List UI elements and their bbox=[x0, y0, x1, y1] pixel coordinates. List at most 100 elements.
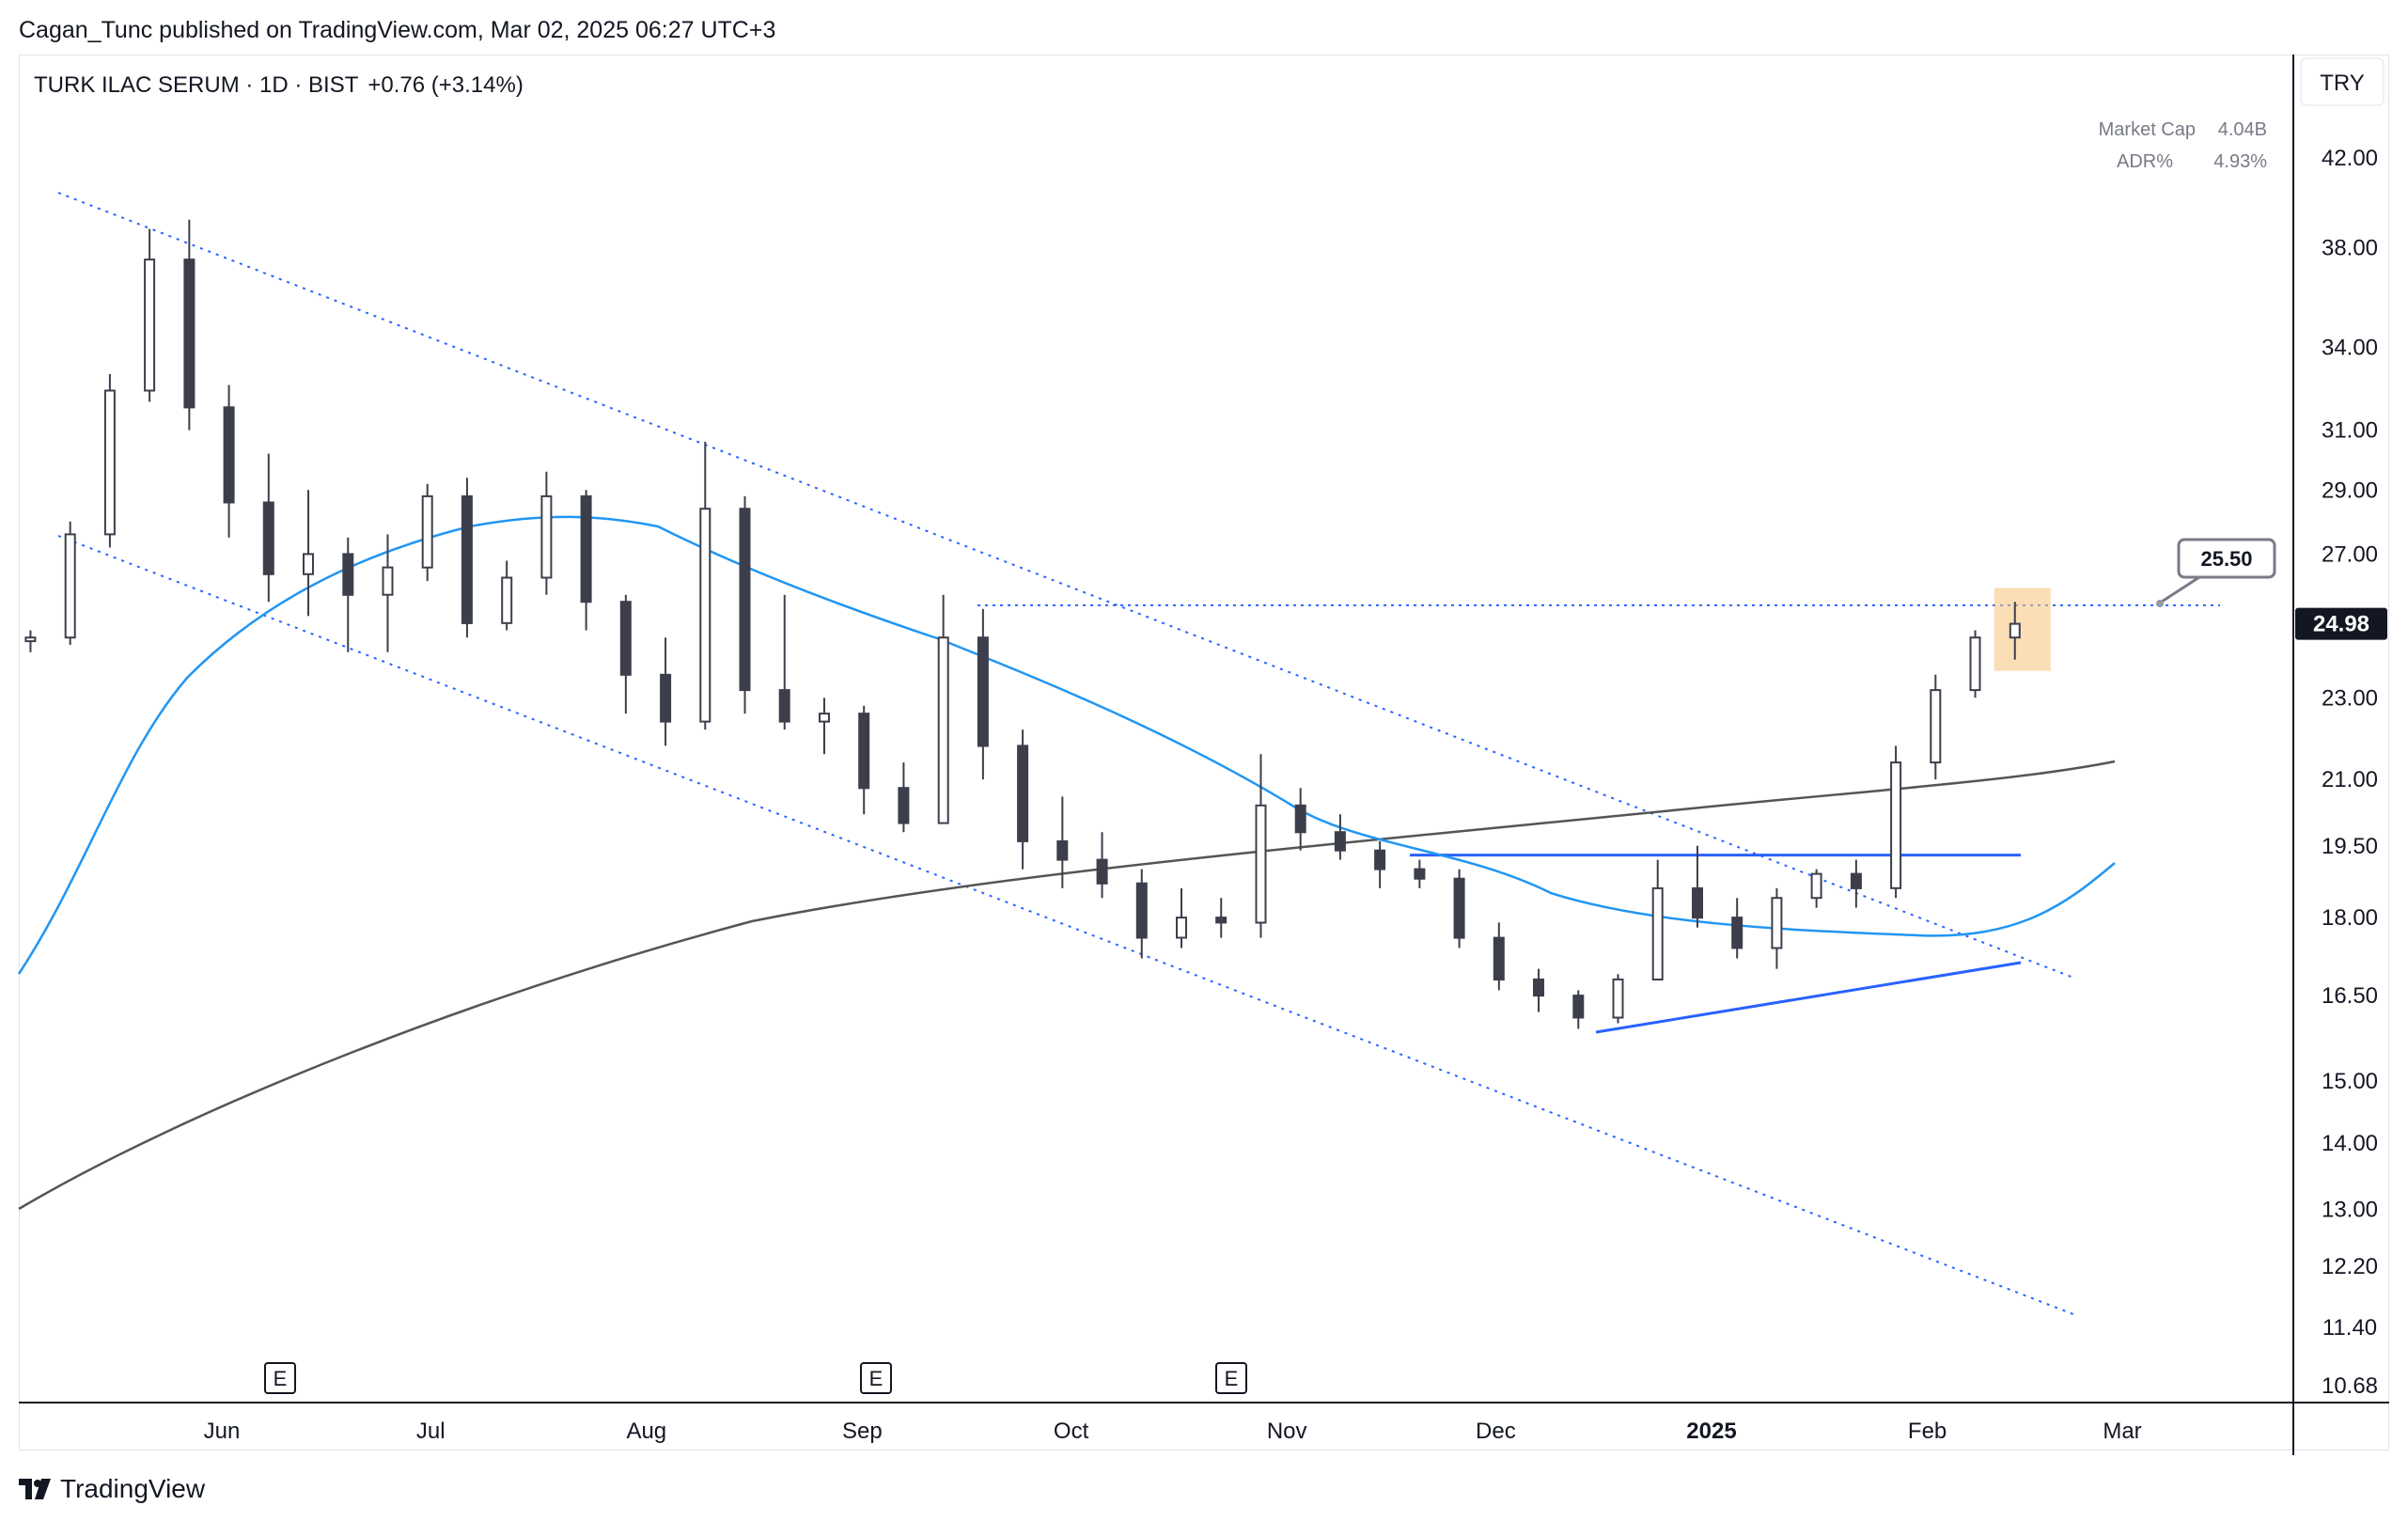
time-tick-label: Feb bbox=[1908, 1419, 1947, 1444]
price-tick-label: 27.00 bbox=[2322, 541, 2378, 567]
stat-label-market-cap: Market Cap bbox=[2099, 119, 2196, 140]
candle-body bbox=[2009, 622, 2021, 639]
candle-body bbox=[1890, 761, 1902, 889]
candle-body bbox=[461, 494, 473, 624]
candle-body bbox=[898, 787, 910, 824]
candle-body bbox=[580, 494, 592, 604]
time-tick-label: Nov bbox=[1267, 1419, 1307, 1444]
candle-body bbox=[1731, 917, 1743, 949]
candle-body bbox=[819, 713, 830, 723]
candle-body bbox=[183, 259, 195, 409]
price-tick-label: 12.20 bbox=[2322, 1254, 2378, 1279]
candle-body bbox=[421, 494, 433, 569]
time-tick-label: Sep bbox=[842, 1419, 883, 1444]
currency-label: TRY bbox=[2320, 71, 2365, 96]
candle-body bbox=[1612, 978, 1624, 1019]
annotation-price-text: 25.50 bbox=[2200, 547, 2252, 571]
earnings-marker bbox=[1215, 1362, 1247, 1394]
candle-body bbox=[1334, 831, 1346, 852]
price-tick-label: 11.40 bbox=[2322, 1315, 2377, 1341]
time-scale[interactable]: Jun Jul Aug Sep Oct Nov Dec 2025 Feb Mar bbox=[204, 1419, 2142, 1444]
highlight-box bbox=[1994, 588, 2051, 671]
ma50-line bbox=[17, 515, 2116, 975]
stat-label-adr: ADR% bbox=[2117, 151, 2173, 172]
candle-body bbox=[342, 553, 354, 596]
time-tick-label: Aug bbox=[626, 1419, 666, 1444]
time-tick-label: 2025 bbox=[1686, 1419, 1736, 1444]
price-tick-label: 34.00 bbox=[2322, 336, 2378, 361]
currency-button[interactable]: TRY bbox=[2300, 57, 2385, 106]
price-tick-label: 23.00 bbox=[2322, 685, 2378, 711]
stats-panel: Market Cap 4.04B ADR% 4.93% bbox=[2099, 119, 2268, 172]
ma200-line bbox=[18, 760, 2116, 1211]
earnings-marker-label: E bbox=[274, 1367, 288, 1390]
candle-body bbox=[262, 501, 274, 575]
candle-body bbox=[858, 713, 870, 790]
support-trendline bbox=[1595, 961, 2022, 1034]
symbol-legend[interactable]: TURK ILAC SERUM · 1D · BIST +0.76 (+3.14%… bbox=[34, 72, 524, 98]
candle-body bbox=[1056, 839, 1069, 861]
candle-body bbox=[699, 508, 711, 723]
price-tick-label: 31.00 bbox=[2322, 418, 2378, 444]
candle-body bbox=[1374, 849, 1386, 870]
publisher-line: Cagan_Tunc published on TradingView.com,… bbox=[19, 17, 776, 43]
candle-body bbox=[1215, 917, 1227, 924]
tradingview-logo[interactable]: TradingView bbox=[19, 1474, 205, 1504]
candle-body bbox=[937, 636, 949, 824]
time-tick-label: Mar bbox=[2103, 1419, 2141, 1444]
candle-body bbox=[1453, 877, 1465, 939]
price-tick-label: 10.68 bbox=[2322, 1373, 2378, 1399]
price-tick-label: 19.50 bbox=[2322, 834, 2378, 859]
price-annotation[interactable]: 25.50 bbox=[2156, 538, 2276, 607]
candle-body bbox=[1572, 995, 1585, 1019]
last-price-label: 24.98 bbox=[2295, 607, 2387, 640]
candle-body bbox=[1771, 897, 1783, 949]
price-scale[interactable]: 42.00 38.00 34.00 31.00 29.00 27.00 23.00 21.00… bbox=[2322, 146, 2378, 1399]
price-tick-label: 14.00 bbox=[2322, 1131, 2378, 1156]
chart-frame[interactable] bbox=[19, 55, 2389, 1450]
symbol-name: TURK ILAC SERUM · 1D · BIST bbox=[34, 72, 359, 98]
candle-body bbox=[1969, 636, 1981, 692]
time-tick-label: Jul bbox=[416, 1419, 446, 1444]
price-change: +0.76 (+3.14%) bbox=[367, 72, 523, 98]
candle-body bbox=[1810, 872, 1822, 900]
drawing-overlays bbox=[17, 192, 2220, 1315]
candle-body bbox=[1096, 858, 1108, 885]
candle-body bbox=[540, 494, 553, 579]
candle-body bbox=[1692, 886, 1703, 919]
candle-body bbox=[1414, 868, 1426, 880]
last-price-value: 24.98 bbox=[2313, 612, 2369, 637]
earnings-marker-label: E bbox=[869, 1367, 883, 1390]
candle-body bbox=[977, 636, 989, 747]
earnings-marker bbox=[264, 1362, 296, 1394]
price-tick-label: 16.50 bbox=[2322, 983, 2378, 1009]
time-tick-label: Jun bbox=[204, 1419, 241, 1444]
candle-body bbox=[660, 673, 672, 723]
candle-body bbox=[778, 689, 790, 723]
tradingview-logo-icon bbox=[19, 1479, 51, 1499]
candle-body bbox=[1493, 936, 1505, 980]
candle-body bbox=[1255, 804, 1267, 924]
candles bbox=[24, 219, 2021, 1029]
candle-body bbox=[303, 553, 314, 575]
candle-body bbox=[144, 259, 156, 392]
candle-body bbox=[739, 508, 751, 692]
earnings-marker bbox=[860, 1362, 892, 1394]
channel-upper-line bbox=[57, 192, 2074, 979]
time-tick-label: Oct bbox=[1054, 1419, 1089, 1444]
time-tick-label: Dec bbox=[1476, 1419, 1516, 1444]
earnings-marker-label: E bbox=[1225, 1367, 1239, 1390]
candle-body bbox=[1651, 886, 1664, 981]
stat-value-adr: 4.93% bbox=[2213, 151, 2267, 172]
price-tick-label: 18.00 bbox=[2322, 905, 2378, 931]
candle-body bbox=[619, 601, 632, 676]
candle-body bbox=[1017, 745, 1029, 842]
price-tick-label: 29.00 bbox=[2322, 478, 2378, 503]
price-tick-label: 38.00 bbox=[2322, 236, 2378, 261]
candle-body bbox=[1930, 689, 1942, 764]
candle-body bbox=[223, 406, 235, 504]
price-tick-label: 13.00 bbox=[2322, 1198, 2378, 1223]
candle-body bbox=[1294, 804, 1306, 834]
